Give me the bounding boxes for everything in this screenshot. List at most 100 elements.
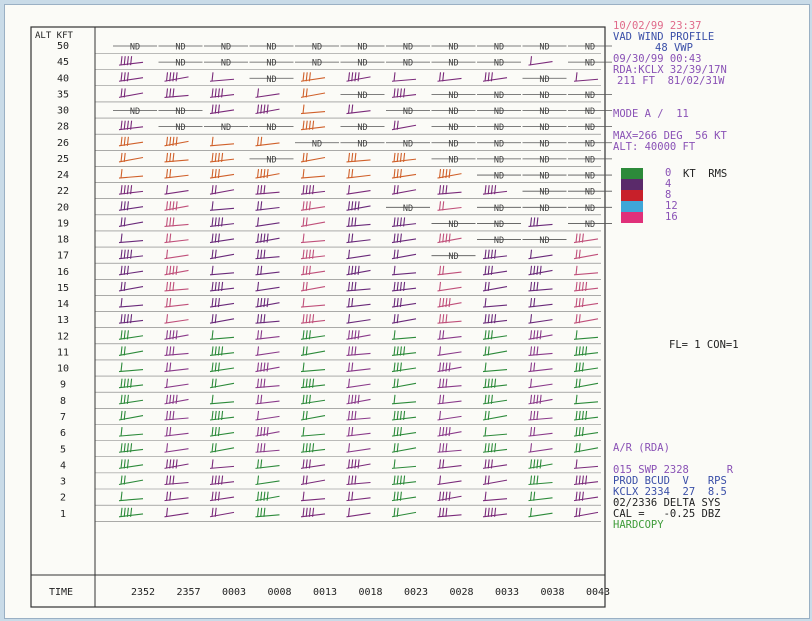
wind-barb-flag bbox=[529, 362, 533, 372]
wind-barb-flag bbox=[126, 459, 129, 469]
no-data-marker: ND bbox=[585, 188, 595, 198]
wind-barb-flag bbox=[217, 168, 220, 179]
wind-barb-flag bbox=[536, 459, 539, 469]
altitude-tick-label: 6 bbox=[60, 428, 66, 439]
no-data-marker: ND bbox=[539, 123, 549, 133]
wind-barb-shaft bbox=[118, 206, 144, 211]
no-data-marker: ND bbox=[539, 91, 549, 101]
side-alt: ALT: 40000 FT bbox=[613, 141, 696, 153]
wind-barb-flag bbox=[211, 298, 214, 308]
wind-barb-flag bbox=[302, 120, 305, 130]
wind-barb-flag bbox=[256, 459, 260, 469]
wind-barb-shaft bbox=[118, 77, 144, 82]
wind-barb-flag bbox=[445, 378, 448, 388]
wind-barb-shaft bbox=[209, 272, 235, 276]
no-data-marker: ND bbox=[494, 155, 504, 165]
wind-barb-flag bbox=[575, 459, 578, 469]
wind-barb-flag bbox=[266, 491, 269, 501]
wind-barb-flag bbox=[120, 72, 123, 82]
wind-barb-flag bbox=[578, 281, 581, 292]
wind-barb-flag bbox=[302, 362, 305, 372]
wind-barb-flag bbox=[487, 185, 490, 195]
wind-barb-flag bbox=[529, 443, 533, 453]
wind-barb-flag bbox=[442, 168, 445, 179]
wind-barb-flag bbox=[211, 362, 214, 372]
wind-barb-shaft bbox=[482, 304, 508, 308]
wind-barb-flag bbox=[214, 217, 217, 227]
wind-barb-flag bbox=[221, 88, 224, 98]
wind-barb-shaft bbox=[255, 206, 280, 211]
wind-barb-flag bbox=[393, 378, 396, 388]
wind-barb-shaft bbox=[118, 270, 144, 276]
wind-barb-flag bbox=[211, 281, 214, 292]
wind-barb-flag bbox=[211, 217, 214, 227]
no-data-marker: ND bbox=[357, 91, 367, 101]
wind-barb-flag bbox=[529, 410, 533, 421]
wind-barb-flag bbox=[393, 427, 396, 437]
wind-barb-shaft bbox=[482, 433, 508, 437]
wind-barb-flag bbox=[263, 104, 266, 114]
wind-barb-flag bbox=[357, 265, 360, 275]
wind-barb-flag bbox=[302, 72, 305, 82]
wind-barb-flag bbox=[539, 394, 542, 404]
wind-barb-flag bbox=[533, 281, 536, 292]
no-data-marker: ND bbox=[539, 139, 549, 149]
wind-barb-flag bbox=[347, 152, 351, 162]
wind-barb-flag bbox=[578, 443, 581, 453]
wind-barb-shaft bbox=[391, 253, 417, 260]
wind-barb-flag bbox=[539, 265, 542, 275]
wind-barb-shaft bbox=[573, 401, 599, 405]
wind-barb-flag bbox=[211, 443, 214, 453]
wind-barb-shaft bbox=[209, 382, 235, 389]
wind-barb-flag bbox=[221, 217, 224, 227]
wind-barb-flag bbox=[214, 298, 217, 308]
wind-barb-flag bbox=[438, 475, 442, 485]
wind-barb-flag bbox=[120, 507, 123, 517]
altitude-tick-label: 4 bbox=[60, 460, 66, 471]
wind-barb-flag bbox=[169, 298, 172, 308]
wind-barb-shaft bbox=[300, 156, 326, 163]
wind-barb-flag bbox=[211, 201, 214, 211]
wind-barb-flag bbox=[126, 443, 129, 453]
wind-barb-shaft bbox=[300, 415, 326, 421]
wind-barb-shaft bbox=[209, 78, 235, 82]
wind-barb-flag bbox=[396, 346, 399, 356]
wind-barb-flag bbox=[578, 233, 581, 243]
wind-barb-shaft bbox=[209, 431, 235, 437]
wind-barb-flag bbox=[172, 265, 175, 275]
wind-barb-flag bbox=[484, 249, 487, 259]
wind-barb-flag bbox=[393, 265, 396, 275]
wind-barb-shaft bbox=[118, 498, 144, 502]
wind-barb-flag bbox=[351, 168, 354, 179]
wind-barb-shaft bbox=[209, 143, 235, 147]
wind-barb-flag bbox=[260, 362, 263, 372]
wind-barb-flag bbox=[302, 346, 305, 356]
wind-barb-flag bbox=[403, 475, 406, 485]
wind-barb-shaft bbox=[573, 465, 599, 469]
wind-barb-flag bbox=[490, 394, 493, 404]
wind-barb-flag bbox=[442, 427, 445, 437]
wind-barb-flag bbox=[120, 249, 123, 259]
altitude-tick-label: 18 bbox=[57, 235, 69, 246]
wind-barb-flag bbox=[263, 507, 266, 517]
altitude-tick-label: 19 bbox=[57, 218, 69, 229]
altitude-tick-label: 13 bbox=[57, 315, 69, 326]
wind-barb-flag bbox=[120, 201, 123, 211]
wind-barb-flag bbox=[123, 201, 126, 211]
wind-barb-flag bbox=[123, 410, 126, 421]
wind-barb-shaft bbox=[346, 190, 371, 195]
wind-barb-flag bbox=[484, 443, 487, 453]
wind-barb-flag bbox=[393, 185, 396, 195]
wind-barb-flag bbox=[263, 378, 266, 388]
wind-barb-flag bbox=[221, 475, 224, 485]
wind-barb-flag bbox=[169, 475, 172, 485]
wind-barb-flag bbox=[533, 459, 536, 469]
wind-barb-flag bbox=[575, 410, 578, 421]
wind-barb-flag bbox=[448, 362, 451, 372]
wind-barb-flag bbox=[130, 120, 133, 130]
wind-barb-flag bbox=[396, 427, 399, 437]
wind-barb-flag bbox=[396, 314, 399, 324]
wind-barb-shaft bbox=[118, 433, 144, 437]
wind-barb-flag bbox=[575, 330, 578, 340]
wind-barb-flag bbox=[169, 459, 172, 469]
